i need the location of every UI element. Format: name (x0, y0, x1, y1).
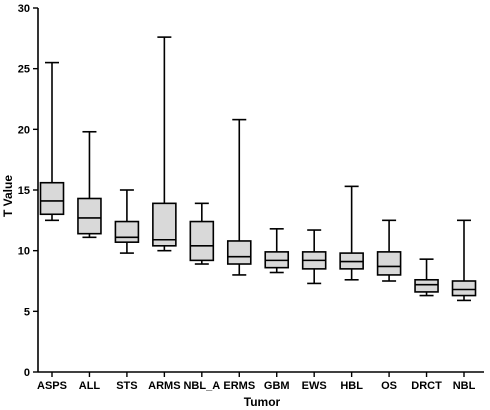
iqr-box (77, 197, 102, 235)
x-axis-title: Tumor (244, 395, 281, 409)
iqr-box (39, 181, 65, 216)
box-ews (301, 229, 327, 285)
x-tick-label: ALL (79, 380, 101, 392)
iqr-box (451, 280, 477, 297)
box-sts (114, 189, 140, 254)
x-tick-label: NBL_A (183, 380, 220, 392)
box-nbl-a (189, 202, 215, 265)
iqr-box (114, 220, 140, 243)
y-tick-label: 0 (24, 367, 30, 379)
iqr-box (189, 220, 215, 262)
box-drct (414, 258, 439, 297)
x-tick-label: EWS (302, 380, 327, 392)
y-tick-label: 5 (24, 306, 30, 318)
iqr-box (414, 278, 439, 293)
box-asps (39, 61, 65, 222)
iqr-box (376, 251, 402, 276)
y-tick-label: 15 (18, 185, 30, 197)
box-nbl (451, 219, 477, 302)
iqr-box (152, 202, 177, 247)
y-tick-label: 20 (18, 124, 30, 136)
box-arms (152, 36, 177, 252)
x-tick-label: HBL (340, 380, 363, 392)
box-hbl (339, 185, 364, 281)
y-tick-label: 25 (18, 64, 30, 76)
box-os (376, 219, 402, 282)
x-tick-label: NBL (453, 380, 476, 392)
x-tick-label: ERMS (223, 380, 255, 392)
x-tick-label: ARMS (148, 380, 180, 392)
x-tick-label: STS (116, 380, 137, 392)
x-tick-label: GBM (264, 380, 290, 392)
iqr-box (226, 240, 252, 265)
x-tick-label: DRCT (411, 380, 442, 392)
y-tick-label: 30 (18, 3, 30, 15)
chart-marks (39, 36, 477, 302)
axes: 0 5 10 15 20 25 30 ASPS ALL STS ARMS NBL_A ERMS GBM EW… (18, 3, 484, 392)
box-gbm (264, 228, 290, 274)
box-all (77, 130, 102, 239)
box-erms (226, 118, 252, 276)
x-tick-label: ASPS (37, 380, 67, 392)
x-tick-label: OS (381, 380, 397, 392)
y-axis-title: T Value (1, 175, 15, 217)
y-tick-label: 10 (18, 246, 30, 258)
